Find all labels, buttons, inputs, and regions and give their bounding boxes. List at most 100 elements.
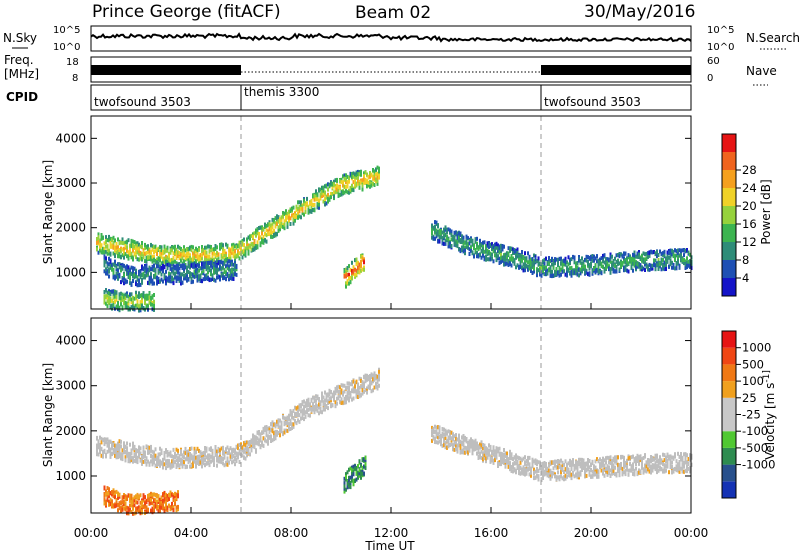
heatmap-cell [315, 191, 317, 196]
heatmap-cell [587, 255, 589, 260]
heatmap-cell [370, 372, 373, 377]
heatmap-cell [147, 303, 149, 308]
heatmap-cell [265, 233, 268, 238]
heatmap-cell [636, 264, 639, 269]
heatmap-cell [623, 268, 625, 273]
heatmap-cell [345, 274, 347, 279]
heatmap-cell [530, 258, 532, 262]
heatmap-cell [360, 264, 362, 269]
heatmap-cell [127, 301, 130, 306]
heatmap-cell [225, 242, 227, 247]
heatmap-cell [363, 457, 365, 462]
heatmap-cell [135, 274, 137, 279]
heatmap-cell [603, 260, 606, 265]
heatmap-cell [163, 275, 166, 280]
heatmap-cell [274, 231, 277, 236]
heatmap-cell [153, 456, 155, 461]
heatmap-cell [503, 244, 505, 249]
heatmap-cell [121, 507, 124, 512]
heatmap-cell [623, 259, 625, 264]
heatmap-cell [363, 180, 365, 185]
heatmap-cell [446, 227, 448, 232]
heatmap-cell [130, 503, 133, 508]
heatmap-cell [145, 456, 148, 461]
heatmap-cell [276, 432, 278, 437]
heatmap-cell [174, 454, 176, 459]
heatmap-cell [156, 260, 158, 265]
heatmap-cell [165, 254, 167, 259]
heatmap-cell [145, 259, 148, 264]
heatmap-cell [166, 453, 169, 458]
heatmap-cell [139, 294, 142, 299]
heatmap-cell [361, 380, 364, 385]
heatmap-cell [279, 428, 281, 432]
heatmap-cell [183, 245, 185, 250]
heatmap-cell [581, 266, 583, 271]
heatmap-cell [271, 425, 274, 430]
heatmap-cell [129, 452, 131, 456]
heatmap-cell [153, 454, 155, 459]
heatmap-cell [106, 299, 109, 304]
heatmap-cell [198, 254, 200, 259]
heatmap-cell [142, 496, 145, 501]
heatmap-cell [324, 407, 326, 412]
colorbar-cell [722, 170, 736, 188]
heatmap-cell [599, 257, 601, 262]
heatmap-cell [444, 225, 447, 230]
heatmap-cell [97, 441, 100, 446]
heatmap-cell [103, 449, 106, 454]
heatmap-cell [171, 257, 173, 262]
heatmap-cell [270, 227, 272, 232]
heatmap-cell [364, 455, 367, 460]
heatmap-cell [334, 186, 337, 191]
heatmap-cell [277, 421, 280, 426]
heatmap-cell [292, 221, 295, 226]
heatmap-cell [280, 420, 283, 425]
heatmap-cell [348, 388, 350, 393]
heatmap-cell [476, 241, 478, 246]
heatmap-cell [355, 172, 358, 177]
heatmap-cell [345, 487, 347, 492]
heatmap-cell [561, 267, 564, 272]
heatmap-cell [253, 242, 256, 247]
heatmap-cell [504, 451, 507, 456]
heatmap-cell [205, 260, 208, 265]
heatmap-cell [193, 271, 196, 276]
heatmap-cell [252, 232, 254, 237]
heatmap-cell [684, 266, 687, 270]
heatmap-cell [663, 260, 666, 265]
heatmap-cell [204, 255, 206, 260]
heatmap-cell [177, 250, 179, 255]
heatmap-cell [145, 263, 148, 268]
heatmap-cell [477, 450, 480, 455]
heatmap-cell [172, 255, 175, 260]
heatmap-cell [340, 388, 343, 393]
heatmap-cell [124, 503, 127, 508]
heatmap-cell [342, 180, 344, 185]
heatmap-cell [573, 268, 576, 273]
heatmap-cell [495, 258, 498, 263]
heatmap-cell [153, 249, 155, 254]
heatmap-cell [187, 247, 190, 252]
heatmap-cell [178, 266, 181, 271]
heatmap-cell [348, 482, 350, 487]
heatmap-cell [435, 429, 438, 434]
heatmap-cell [214, 278, 217, 283]
heatmap-cell [109, 259, 112, 264]
heatmap-cell [452, 237, 454, 242]
heatmap-cell [136, 495, 139, 500]
heatmap-cell [376, 377, 379, 382]
heatmap-cell [497, 254, 499, 259]
heatmap-cell [150, 494, 152, 499]
heatmap-cell [319, 187, 322, 192]
heatmap-cell [108, 291, 110, 296]
heatmap-cell [531, 257, 534, 261]
heatmap-cell [561, 262, 564, 267]
heatmap-cell [462, 239, 465, 244]
heatmap-cell [476, 441, 478, 446]
heatmap-cell [654, 251, 657, 256]
heatmap-cell [681, 248, 684, 253]
heatmap-cell [177, 264, 179, 268]
heatmap-cell [153, 268, 155, 273]
heatmap-cell [334, 388, 337, 393]
